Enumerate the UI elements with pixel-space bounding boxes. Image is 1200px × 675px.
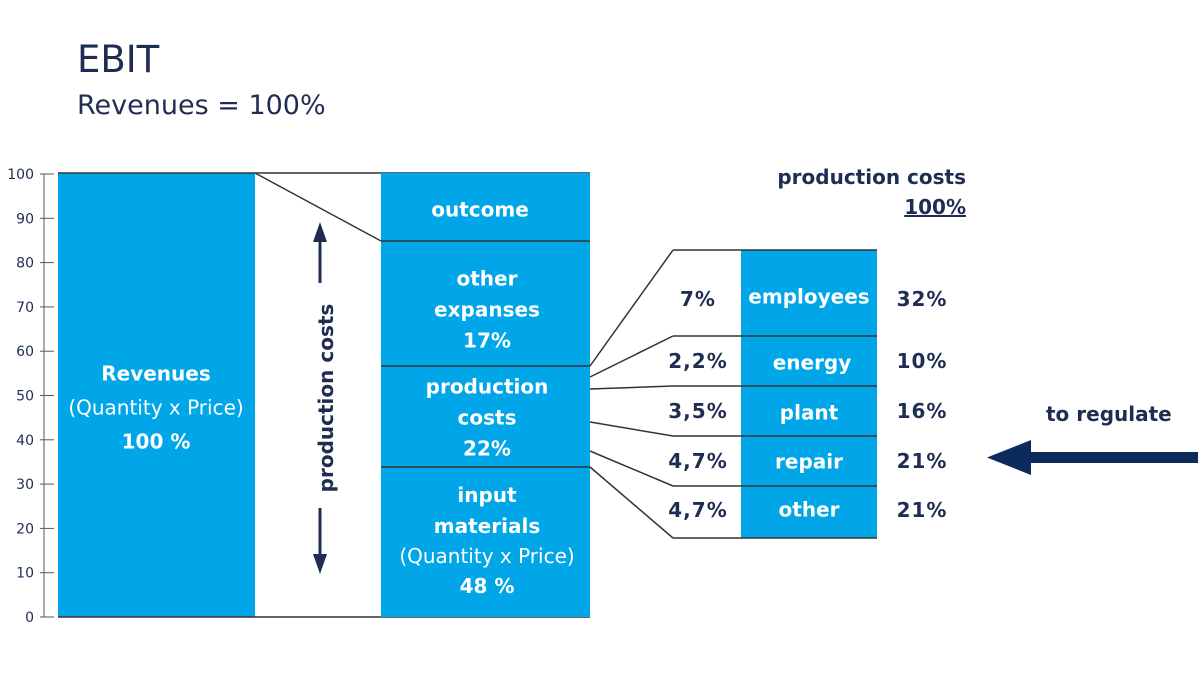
to-regulate-label: to regulate	[1046, 402, 1172, 426]
other-expenses-line2: expanses	[434, 297, 540, 322]
breakdown-left-repair: 4,7%	[668, 449, 728, 473]
breakdown-label-plant: plant	[780, 398, 838, 429]
breakdown-label-repair: repair	[775, 447, 843, 478]
breakdown-header: production costs 100%	[777, 162, 966, 222]
revenues-title: Revenues	[101, 361, 211, 386]
production-costs-vertical-label: production costs	[314, 303, 338, 493]
breakdown-label-repair-text: repair	[775, 449, 843, 474]
breakdown-label-other: other	[779, 495, 840, 526]
input-materials-label: input materials (Quantity x Price) 48 %	[399, 480, 574, 602]
connector-employees	[589, 249, 674, 367]
outcome-label: outcome	[431, 195, 529, 226]
arrow-head-left	[987, 440, 1031, 475]
breakdown-right-plant: 16%	[896, 399, 948, 423]
breakdown-right-other: 21%	[896, 498, 948, 522]
arrow-shaft	[1018, 452, 1198, 463]
connector-plant	[589, 385, 674, 390]
breakdown-label-energy: energy	[773, 348, 852, 379]
breakdown-left-employees: 7%	[680, 287, 716, 311]
input-materials-line1: input	[457, 483, 517, 507]
revenues-value: 100 %	[121, 429, 191, 454]
connector-energy	[589, 335, 674, 378]
page-subtitle: Revenues = 100%	[77, 90, 326, 121]
production-costs-arrow	[313, 222, 327, 574]
breakdown-right-energy: 10%	[896, 349, 948, 373]
breakdown-rows	[673, 249, 877, 539]
y-tick-label: 70	[16, 300, 34, 316]
y-tick-label: 20	[16, 521, 34, 537]
revenue-connector-line	[254, 172, 382, 242]
breakdown-label-energy-text: energy	[772, 350, 852, 375]
other-expenses-line1: other	[456, 266, 518, 291]
breakdown-left-plant: 3,5%	[668, 399, 728, 423]
to-regulate-arrow	[987, 440, 1198, 475]
arrow-head-down	[313, 554, 327, 574]
breakdown-connectors	[589, 249, 674, 539]
revenues-sublabel: (Quantity x Price)	[68, 395, 244, 420]
breakdown-label-plant-text: plant	[779, 400, 839, 425]
breakdown-label-employees: employees	[748, 282, 869, 313]
other-expenses-label: other expanses 17%	[434, 264, 540, 357]
y-tick-label: 10	[16, 566, 34, 582]
y-tick-label: 100	[7, 167, 34, 183]
y-tick-label: 90	[16, 211, 34, 227]
connector-other-top	[589, 450, 674, 487]
cost-stack-column	[381, 173, 590, 617]
input-materials-sublabel: (Quantity x Price)	[399, 544, 575, 568]
page-title: EBIT	[77, 38, 160, 81]
breakdown-column	[741, 250, 877, 538]
revenues-bar	[58, 173, 255, 617]
breakdown-right-repair: 21%	[896, 449, 948, 473]
y-tick-label: 0	[25, 610, 34, 626]
arrow-head-up	[313, 222, 327, 242]
production-costs-line2: costs	[457, 405, 517, 430]
revenues-label: Revenues (Quantity x Price) 100 %	[68, 359, 243, 458]
other-expenses-value: 17%	[463, 328, 511, 353]
breakdown-left-energy: 2,2%	[668, 349, 728, 373]
breakdown-label-employees-text: employees	[748, 284, 870, 309]
outcome-text: outcome	[431, 197, 529, 222]
input-materials-line2: materials	[433, 514, 541, 538]
input-materials-value: 48 %	[459, 574, 515, 598]
production-costs-label: production costs 22%	[426, 372, 549, 465]
production-costs-value: 22%	[463, 436, 511, 461]
breakdown-right-employees: 32%	[896, 287, 948, 311]
connector-other-bottom	[589, 466, 674, 539]
y-tick-label: 80	[16, 256, 34, 272]
connector-repair	[589, 421, 674, 437]
y-tick-label: 40	[16, 433, 34, 449]
breakdown-header-total: 100%	[904, 195, 966, 219]
breakdown-left-other: 4,7%	[668, 498, 728, 522]
y-tick-label: 30	[16, 477, 34, 493]
y-tick-label: 60	[16, 344, 34, 360]
y-tick-label: 50	[16, 389, 34, 405]
breakdown-header-title: production costs	[777, 165, 966, 189]
breakdown-label-other-text: other	[778, 497, 840, 522]
production-costs-line1: production	[425, 374, 549, 399]
